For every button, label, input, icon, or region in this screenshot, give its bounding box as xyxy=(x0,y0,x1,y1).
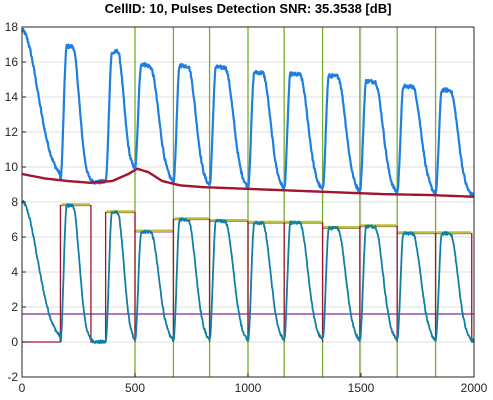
x-tick-label: 2000 xyxy=(461,381,488,395)
y-tick-label: 8 xyxy=(11,195,18,209)
x-tick-label: 0 xyxy=(19,381,26,395)
pulse-fit-line xyxy=(22,206,474,343)
x-tick-label: 500 xyxy=(125,381,145,395)
y-tick-label: 18 xyxy=(5,20,19,34)
x-tick-label: 1500 xyxy=(348,381,375,395)
y-tick-label: 2 xyxy=(11,300,18,314)
y-tick-label: 14 xyxy=(5,90,19,104)
x-tick-label: 1000 xyxy=(235,381,262,395)
chart-title: CellID: 10, Pulses Detection SNR: 35.353… xyxy=(105,1,392,16)
y-axis: -2 0 2 4 6 8 10 12 14 16 18 xyxy=(5,20,26,384)
y-tick-label: 4 xyxy=(11,265,18,279)
y-tick-label: 12 xyxy=(5,125,19,139)
y-tick-label: 6 xyxy=(11,230,18,244)
x-axis: 0 500 1000 1500 2000 xyxy=(19,373,488,395)
y-tick-label: -2 xyxy=(7,370,18,384)
y-tick-label: 16 xyxy=(5,55,19,69)
y-tick-label: 10 xyxy=(5,160,19,174)
y-tick-label: 0 xyxy=(11,335,18,349)
